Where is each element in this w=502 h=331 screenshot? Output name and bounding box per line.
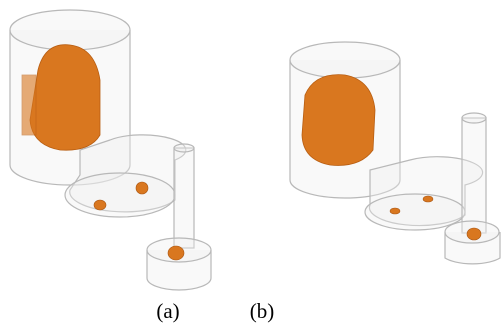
figure: (a) (b) bbox=[0, 0, 502, 331]
droplet bbox=[136, 182, 148, 194]
droplet bbox=[423, 196, 433, 202]
blob-speckle bbox=[22, 75, 36, 135]
sprue bbox=[462, 118, 486, 233]
droplet bbox=[390, 208, 400, 214]
runner bbox=[65, 173, 175, 217]
panel-a bbox=[10, 10, 211, 290]
cylinder-top bbox=[10, 10, 130, 50]
panel-b bbox=[290, 42, 500, 264]
sprue-top bbox=[174, 144, 194, 152]
cylinder-top bbox=[290, 42, 400, 78]
droplet bbox=[94, 200, 106, 210]
sprue bbox=[174, 148, 194, 248]
casting-blob bbox=[302, 75, 375, 166]
sprue-top bbox=[462, 113, 486, 123]
caption-label: (a) bbox=[156, 299, 179, 323]
droplet bbox=[168, 246, 184, 260]
droplet bbox=[467, 228, 481, 240]
runner bbox=[365, 194, 465, 230]
caption-label: (b) bbox=[250, 299, 275, 323]
